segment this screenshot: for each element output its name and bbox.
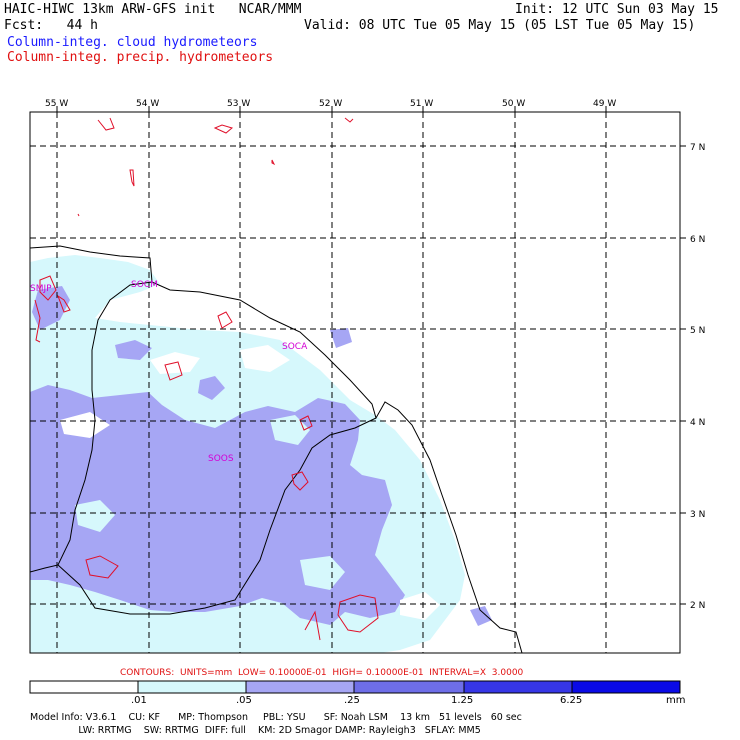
coastline bbox=[30, 245, 523, 653]
lon-label: 52 W bbox=[319, 99, 342, 109]
lon-label: 53 W bbox=[227, 99, 250, 109]
colorbar-tick: 1.25 bbox=[451, 695, 474, 706]
station-label: SOCA bbox=[282, 342, 308, 352]
lon-label: 51 W bbox=[410, 99, 433, 109]
station-label: SOCM bbox=[131, 280, 158, 290]
station-label: SMJP bbox=[30, 284, 52, 294]
precip-field-title: Column-integ. precip. hydrometeors bbox=[7, 50, 274, 65]
lon-label: 49 W bbox=[593, 99, 616, 109]
lat-label: 6 N bbox=[690, 235, 705, 245]
station-label: SOOS bbox=[208, 454, 234, 464]
model-info-line1: Model Info: V3.6.1 CU: KF MP: Thompson P… bbox=[30, 712, 522, 723]
axis-ticks bbox=[56, 106, 686, 605]
colorbar-tick: .25 bbox=[344, 695, 360, 706]
lon-label: 50 W bbox=[502, 99, 525, 109]
lat-label: 4 N bbox=[690, 418, 705, 428]
colorbar-tick: 6.25 bbox=[560, 695, 583, 706]
lon-label: 55 W bbox=[45, 99, 68, 109]
model-info-line2: LW: RRTMG SW: RRTMG DIFF: full KM: 2D Sm… bbox=[30, 725, 481, 736]
lat-label: 5 N bbox=[690, 326, 705, 336]
init-time: Init: 12 UTC Sun 03 May 15 bbox=[515, 2, 719, 17]
lat-label: 3 N bbox=[690, 510, 705, 520]
colorbar bbox=[29, 680, 681, 694]
lon-label: 54 W bbox=[136, 99, 159, 109]
map-frame bbox=[29, 111, 681, 654]
precip-contours bbox=[34, 117, 379, 641]
plot-title: HAIC-HIWC 13km ARW-GFS init NCAR/MMM bbox=[4, 2, 302, 17]
hydrometeor-fill bbox=[30, 255, 492, 653]
forecast-hour: Fcst: 44 h bbox=[4, 18, 98, 33]
valid-time: Valid: 08 UTC Tue 05 May 15 (05 LST Tue … bbox=[304, 18, 696, 33]
graticule bbox=[30, 112, 680, 653]
lat-label: 7 N bbox=[690, 143, 705, 153]
lat-label: 2 N bbox=[690, 601, 705, 611]
contours-info: CONTOURS: UNITS=mm LOW= 0.10000E-01 HIGH… bbox=[120, 668, 524, 678]
colorbar-tick: .01 bbox=[131, 695, 147, 706]
colorbar-unit: mm bbox=[666, 695, 686, 706]
cloud-field-title: Column-integ. cloud hydrometeors bbox=[7, 35, 258, 50]
colorbar-tick: .05 bbox=[236, 695, 252, 706]
